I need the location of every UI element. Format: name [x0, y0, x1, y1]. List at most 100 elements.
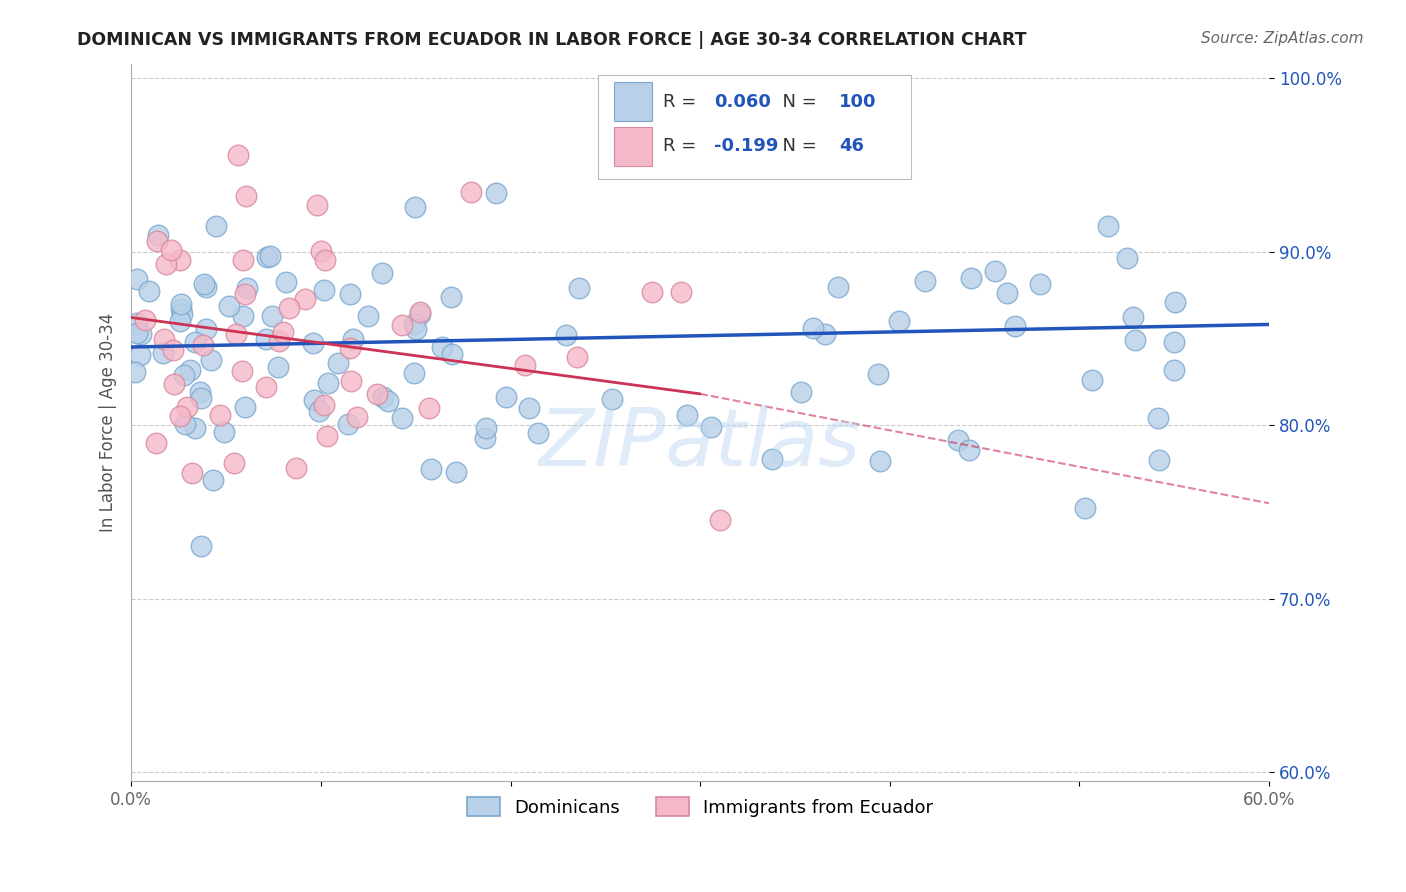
Point: [1004, 319, 1026, 334]
Point: [163, 376, 186, 391]
Point: [402, 367, 425, 381]
Text: N =: N =: [770, 137, 823, 155]
Point: [444, 466, 467, 480]
Point: [169, 252, 191, 267]
Point: [129, 327, 152, 342]
Point: [700, 420, 723, 434]
Text: R =: R =: [662, 93, 702, 111]
Point: [1147, 453, 1170, 467]
Point: [314, 398, 336, 412]
Point: [709, 513, 731, 527]
Point: [294, 292, 316, 306]
Point: [259, 249, 281, 263]
Point: [640, 285, 662, 299]
Point: [134, 313, 156, 327]
Point: [254, 379, 277, 393]
Point: [176, 400, 198, 414]
Point: [1123, 333, 1146, 347]
Point: [527, 425, 550, 440]
Point: [254, 332, 277, 346]
Point: [311, 244, 333, 259]
Text: Source: ZipAtlas.com: Source: ZipAtlas.com: [1201, 31, 1364, 46]
Point: [366, 387, 388, 401]
Point: [173, 368, 195, 382]
Point: [1081, 374, 1104, 388]
Point: [284, 461, 307, 475]
Point: [302, 336, 325, 351]
Point: [152, 346, 174, 360]
Point: [377, 393, 399, 408]
Point: [1029, 277, 1052, 291]
Point: [346, 410, 368, 425]
Point: [214, 425, 236, 439]
Point: [869, 453, 891, 467]
Point: [887, 314, 910, 328]
Point: [180, 466, 202, 480]
Point: [145, 435, 167, 450]
Point: [1163, 335, 1185, 350]
Text: R =: R =: [662, 137, 702, 155]
Text: N =: N =: [770, 93, 823, 111]
Point: [1122, 310, 1144, 324]
FancyBboxPatch shape: [613, 82, 652, 121]
Point: [1163, 363, 1185, 377]
Point: [409, 305, 432, 319]
Point: [256, 250, 278, 264]
Point: [190, 384, 212, 399]
Point: [1164, 294, 1187, 309]
Point: [174, 417, 197, 432]
Point: [236, 280, 259, 294]
Point: [440, 347, 463, 361]
Point: [222, 456, 245, 470]
Point: [405, 322, 427, 336]
Point: [801, 321, 824, 335]
Point: [233, 401, 256, 415]
Point: [276, 275, 298, 289]
Point: [128, 348, 150, 362]
Text: 46: 46: [839, 137, 863, 155]
Point: [235, 189, 257, 203]
Point: [418, 401, 440, 415]
Point: [124, 365, 146, 379]
Point: [474, 431, 496, 445]
Point: [305, 198, 328, 212]
Point: [278, 301, 301, 316]
Point: [146, 234, 169, 248]
Text: DOMINICAN VS IMMIGRANTS FROM ECUADOR IN LABOR FORCE | AGE 30-34 CORRELATION CHAR: DOMINICAN VS IMMIGRANTS FROM ECUADOR IN …: [77, 31, 1026, 49]
Point: [432, 340, 454, 354]
Point: [225, 327, 247, 342]
Point: [232, 253, 254, 268]
Point: [218, 299, 240, 313]
Point: [554, 328, 576, 343]
Point: [326, 356, 349, 370]
Point: [342, 332, 364, 346]
Point: [983, 264, 1005, 278]
Point: [676, 408, 699, 422]
Point: [995, 286, 1018, 301]
Point: [193, 277, 215, 291]
Point: [565, 350, 588, 364]
Point: [339, 341, 361, 355]
Point: [340, 374, 363, 388]
FancyBboxPatch shape: [613, 127, 652, 166]
Point: [948, 433, 970, 447]
Point: [485, 186, 508, 200]
Point: [191, 338, 214, 352]
Point: [1147, 411, 1170, 425]
Point: [127, 316, 149, 330]
Point: [315, 428, 337, 442]
Point: [409, 306, 432, 320]
Point: [761, 451, 783, 466]
Point: [195, 279, 218, 293]
Point: [170, 306, 193, 320]
Point: [599, 136, 621, 151]
Point: [1116, 252, 1139, 266]
Point: [127, 326, 149, 340]
Point: [153, 332, 176, 346]
Point: [391, 318, 413, 332]
Point: [357, 310, 380, 324]
Point: [231, 364, 253, 378]
Point: [202, 473, 225, 487]
Point: [170, 301, 193, 316]
Point: [419, 462, 441, 476]
